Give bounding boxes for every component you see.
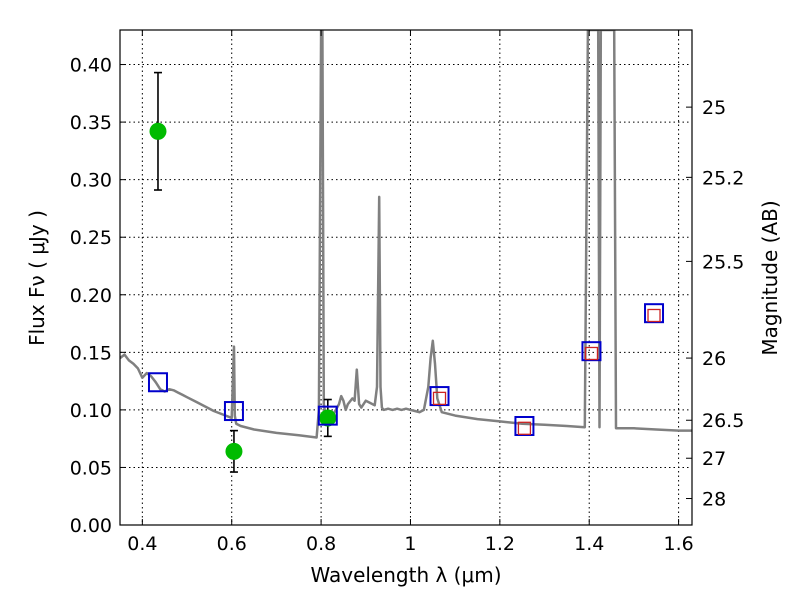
data-point-square: [147, 372, 168, 393]
x-tick-label: 1.4: [574, 533, 604, 555]
data-point-circle: [319, 409, 337, 427]
data-point-small-square: [584, 346, 599, 361]
data-point-circle: [149, 122, 167, 140]
y-tick-label: 0.25: [70, 227, 112, 249]
data-point-square: [429, 386, 450, 407]
grid: [120, 30, 692, 526]
data-point-square: [317, 405, 338, 426]
right-tick-label: 27: [702, 448, 726, 470]
data-point-square: [581, 341, 602, 362]
y-tick-label: 0.35: [70, 112, 112, 134]
right-tick-label: 25.5: [702, 251, 744, 273]
x-tick-label: 0.4: [127, 533, 157, 555]
x-tick-label: 1: [404, 533, 416, 555]
right-tick-label: 25: [702, 97, 726, 119]
x-tick-label: 0.8: [306, 533, 336, 555]
axes-frame: [119, 29, 693, 526]
y-tick-label: 0.20: [70, 285, 112, 307]
plot-area: [120, 30, 692, 473]
data-point-small-square: [647, 308, 661, 323]
data-point-square: [644, 303, 665, 324]
right-axis-label: Magnitude (AB): [758, 200, 782, 355]
y-tick-label: 0.15: [70, 342, 112, 364]
x-tick-label: 1.6: [663, 533, 693, 555]
model-spectrum-line: [120, 30, 692, 439]
y-tick-label: 0.30: [70, 170, 112, 192]
data-point-square: [514, 416, 535, 436]
tick-labels: 0.4 0.6 0.8 1 1.2 1.4 1.6 0.00 0.05 0.10 0.15 0.20 0…: [70, 55, 745, 555]
data-point-circle: [225, 442, 243, 460]
y-tick-label: 0.40: [70, 55, 112, 77]
x-axis-label: Wavelength λ (μm): [310, 563, 501, 587]
y-tick-label: 0.05: [70, 457, 112, 479]
data-point-square: [223, 401, 244, 422]
y-axis-label: Flux Fν ( μJy ): [25, 210, 49, 346]
right-tick-label: 26.5: [702, 410, 744, 432]
right-tick-label: 25.2: [702, 167, 744, 189]
right-tick-label: 28: [702, 489, 726, 511]
plot-frame: [119, 29, 693, 526]
x-tick-label: 1.2: [485, 533, 515, 555]
y-tick-label: 0.00: [70, 515, 112, 537]
data-point-small-square: [432, 391, 447, 406]
right-tick-label: 26: [702, 348, 726, 370]
data-point-small-square: [517, 421, 532, 435]
y-tick-label: 0.10: [70, 400, 112, 422]
x-tick-label: 0.6: [217, 533, 247, 555]
